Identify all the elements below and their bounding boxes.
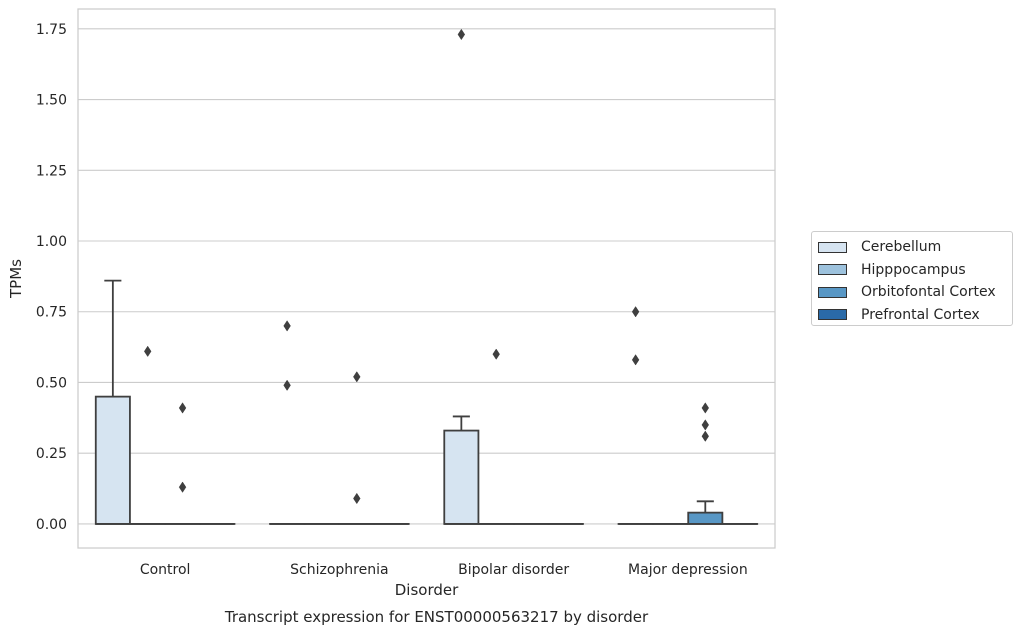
outlier-point (701, 419, 709, 431)
outlier-point (283, 320, 291, 332)
legend-label-cerebellum: Cerebellum (861, 239, 942, 256)
box (443, 429, 480, 525)
plot-area-frame (77, 8, 776, 549)
legend-item-cerebellum: Cerebellum (818, 236, 1012, 259)
chart-title: Transcript expression for ENST0000056321… (224, 608, 649, 626)
y-tick-label: 1.00 (36, 234, 67, 250)
box (94, 395, 131, 525)
y-axis-label: TPMs (7, 259, 25, 299)
legend-swatch-prefrontal-cortex (818, 309, 847, 321)
outlier-point (144, 345, 152, 358)
y-tick-label: 0.00 (36, 517, 67, 533)
legend-swatch-cerebellum (818, 241, 847, 253)
y-tick-label: 1.25 (36, 163, 67, 179)
legend-item-hippocampus: Hipppocampus (818, 259, 1012, 282)
box-series (94, 279, 759, 525)
x-axis-label: Disorder (395, 581, 459, 599)
legend-label-prefrontal-cortex: Prefrontal Cortex (861, 306, 980, 323)
x-axis-ticks: Control Schizophrenia Bipolar disorder Majo… (140, 562, 748, 578)
outlier-points (144, 28, 709, 505)
x-tick-label: Bipolar disorder (458, 562, 569, 578)
legend-swatch-orbitofrontal-cortex (818, 286, 847, 298)
x-tick-label: Control (140, 562, 191, 578)
outlier-point (631, 354, 640, 366)
x-tick-label: Major depression (628, 562, 748, 578)
outlier-point (353, 371, 361, 383)
legend-swatch-hippocampus (818, 264, 847, 276)
legend-item-prefrontal-cortex: Prefrontal Cortex (818, 304, 1012, 327)
outlier-point (492, 348, 500, 360)
x-tick-label: Schizophrenia (290, 562, 388, 578)
outlier-point (457, 28, 466, 41)
y-tick-label: 1.75 (36, 22, 67, 38)
outlier-point (631, 306, 640, 318)
legend-label-orbitofrontal-cortex: Orbitofontal Cortex (861, 284, 996, 301)
legend-item-orbitofrontal-cortex: Orbitofontal Cortex (818, 281, 1012, 304)
outlier-point (283, 379, 291, 391)
outlier-point (178, 402, 187, 414)
legend: Cerebellum Hipppocampus Orbitofontal Cor… (811, 231, 1013, 326)
grid-lines (78, 28, 775, 525)
y-tick-label: 0.50 (36, 375, 67, 391)
outlier-point (353, 492, 361, 505)
y-tick-label: 1.50 (36, 93, 67, 109)
box (687, 511, 724, 525)
legend-label-hippocampus: Hipppocampus (861, 261, 966, 278)
y-tick-label: 0.25 (36, 446, 67, 462)
outlier-point (701, 430, 709, 442)
outlier-point (701, 402, 709, 414)
outlier-point (178, 481, 187, 493)
y-axis-ticks: 0.00 0.25 0.50 0.75 1.00 1.25 1.50 1.75 (36, 22, 67, 533)
y-tick-label: 0.75 (36, 305, 67, 321)
